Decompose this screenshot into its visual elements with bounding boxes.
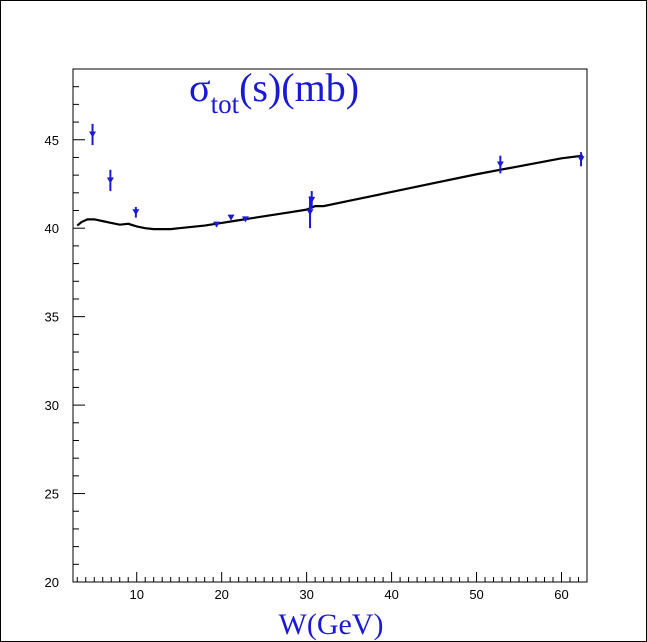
plot-area — [72, 68, 588, 583]
point-marker — [241, 216, 249, 223]
y-tick-label: 25 — [45, 487, 59, 502]
y-tick-label: 30 — [45, 398, 59, 413]
point-marker — [227, 214, 235, 221]
data-point — [308, 191, 316, 209]
title-subscript: tot — [211, 89, 240, 119]
point-marker — [496, 161, 504, 168]
x-axis-label: W(GeV) — [279, 608, 384, 641]
data-point — [89, 123, 97, 146]
tick-labels: 10 20 30 40 50 60 20 25 30 35 40 45 — [45, 133, 569, 602]
title-sigma: σ — [189, 65, 211, 110]
axis-ticks — [73, 68, 588, 583]
x-tick-label: 20 — [214, 587, 228, 602]
data-point — [213, 221, 221, 228]
chart-title: σtot(s)(mb) — [189, 65, 359, 119]
data-point — [496, 155, 504, 174]
fit-curve — [76, 154, 583, 231]
y-tick-label: 45 — [45, 133, 59, 148]
point-marker — [577, 156, 585, 163]
point-marker — [89, 131, 97, 138]
data-point — [106, 169, 114, 192]
point-marker — [106, 177, 114, 184]
title-rest: (s)(mb) — [239, 65, 359, 110]
point-marker — [306, 209, 314, 216]
data-point — [306, 196, 314, 229]
x-tick-label: 30 — [299, 587, 313, 602]
y-tick-label: 20 — [45, 575, 59, 590]
y-tick-label: 40 — [45, 221, 59, 236]
point-marker — [213, 221, 221, 228]
y-tick-label: 35 — [45, 310, 59, 325]
data-points — [89, 123, 585, 229]
x-tick-label: 50 — [469, 587, 483, 602]
data-point — [227, 214, 235, 221]
x-tick-label: 40 — [384, 587, 398, 602]
point-marker — [132, 209, 140, 216]
point-marker — [308, 196, 316, 203]
data-point — [577, 152, 585, 167]
x-tick-label: 60 — [554, 587, 568, 602]
data-point — [241, 216, 249, 223]
x-tick-label: 10 — [129, 587, 143, 602]
data-point — [132, 206, 140, 218]
